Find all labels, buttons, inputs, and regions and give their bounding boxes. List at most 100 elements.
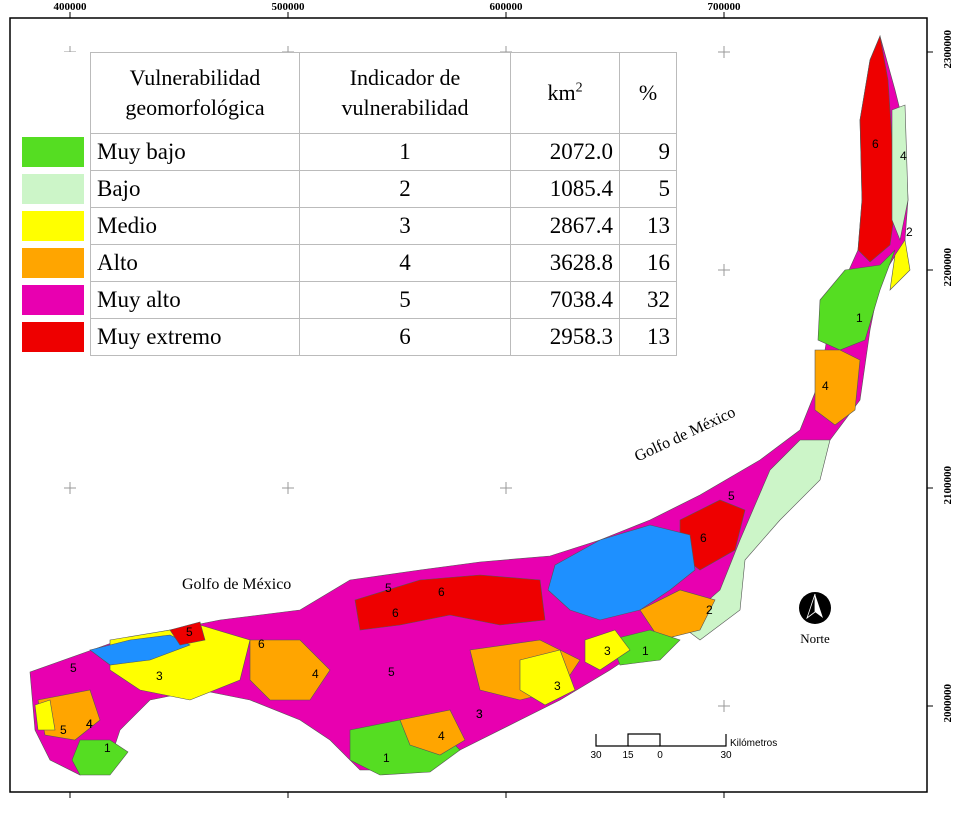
legend-name: Muy alto [90,281,300,319]
zone-number-label: 3 [476,707,483,721]
header-area: km2 [510,52,620,134]
scale-tick: 0 [657,750,663,761]
zone-number-label: 6 [258,637,265,651]
x-tick-label: 500000 [271,1,305,13]
legend-area: 2958.3 [510,318,620,356]
legend-swatch-cell [22,319,91,356]
legend-indicator: 1 [299,133,511,171]
legend-indicator: 3 [299,207,511,245]
legend-swatch-cell [22,134,91,171]
legend-indicator: 5 [299,281,511,319]
y-tick-label: 2000000 [942,684,954,723]
zone-muy-extremo-west [169,621,206,646]
zone-number-label: 3 [554,679,561,693]
zone-number-label: 4 [900,149,907,163]
zone-muy-extremo-north [857,34,896,263]
zone-bajo-north [891,104,909,242]
legend-area: 3628.8 [510,244,620,282]
legend-area: 7038.4 [510,281,620,319]
zone-number-label: 6 [438,585,445,599]
north-arrow-icon [799,592,831,624]
legend-row: Muy bajo 1 2072.0 9 [22,133,677,171]
header-vulnerability: Vulnerabilidad geomorfológica [90,52,300,134]
zone-muy-bajo-east [609,629,681,666]
map-border [9,17,928,793]
zone-alto-south [399,709,466,756]
lagoon-east [547,524,696,621]
legend-swatch-cell [22,245,91,282]
legend-percent: 5 [619,170,677,208]
x-tick-marks [69,12,933,798]
x-tick-label: 600000 [489,1,523,13]
legend-swatch [22,285,84,315]
legend-row: Medio 3 2867.4 13 [22,207,677,245]
zone-medio-east [584,629,631,671]
x-tick-label: 700000 [707,1,741,13]
legend-name: Muy extremo [90,318,300,356]
zone-number-label: 2 [906,225,913,239]
zone-number-label: 4 [312,667,319,681]
zone-muy-extremo-central [354,574,546,631]
scale-tick: 15 [622,750,634,761]
legend-indicator: 2 [299,170,511,208]
y-tick-label: 2100000 [942,466,954,505]
legend-name: Muy bajo [90,133,300,171]
legend-percent: 16 [619,244,677,282]
zone-number-label: 6 [700,531,707,545]
zone-number-label: 5 [388,665,395,679]
legend-row: Muy alto 5 7038.4 32 [22,281,677,319]
coastal-region [29,34,911,776]
zone-bajo-east [679,439,831,641]
legend-swatch-cell [22,208,91,245]
zone-medio-central [519,649,576,706]
legend-indicator: 4 [299,244,511,282]
header-percent: % [619,52,677,134]
legend-percent: 32 [619,281,677,319]
legend-row: Bajo 2 1085.4 5 [22,170,677,208]
legend-swatch [22,174,84,204]
zone-alto-north [814,349,861,426]
scale-tick: 30 [590,750,602,761]
legend-swatch-header [22,53,91,134]
zone-number-label: 4 [86,717,93,731]
zone-number-label: 1 [856,311,863,325]
zone-number-label: 2 [706,603,713,617]
legend-swatch [22,322,84,352]
legend-area: 1085.4 [510,170,620,208]
legend-table: Vulnerabilidad geomorfológica Indicador … [22,52,677,356]
zone-medio-southwest [34,699,56,731]
header-area-unit: km [547,80,576,106]
zone-number-label: 4 [86,717,93,731]
scale-tick: 30 [720,750,732,761]
zone-number-label: 1 [104,741,111,755]
legend-percent: 9 [619,133,677,171]
zone-number-label: 3 [156,669,163,683]
zone-alto-west [249,639,331,701]
zone-number-label: 3 [476,707,483,721]
legend-row: Alto 4 3628.8 16 [22,244,677,282]
zone-muy-bajo-north [817,249,896,351]
zone-number-label: 5 [60,723,67,737]
legend-swatch-cell [22,282,91,319]
legend-percent: 13 [619,207,677,245]
header-area-sup: 2 [575,80,583,96]
x-tick-label: 400000 [53,1,87,13]
legend-row: Muy extremo 6 2958.3 13 [22,318,677,356]
legend-swatch [22,137,84,167]
legend-swatch [22,248,84,278]
header-indicator: Indicador de vulnerabilidad [299,52,511,134]
legend-area: 2072.0 [510,133,620,171]
lagoon-west [89,634,191,666]
zone-number-label: 6 [872,137,879,151]
north-label: Norte [800,631,830,646]
legend-name: Medio [90,207,300,245]
zone-number-label: 4 [438,729,445,743]
legend-name: Bajo [90,170,300,208]
legend-area: 2867.4 [510,207,620,245]
legend-indicator: 6 [299,318,511,356]
zone-number-label: 5 [385,581,392,595]
y-tick-label: 2300000 [942,30,954,69]
scale-unit: Kilómetros [730,738,778,749]
